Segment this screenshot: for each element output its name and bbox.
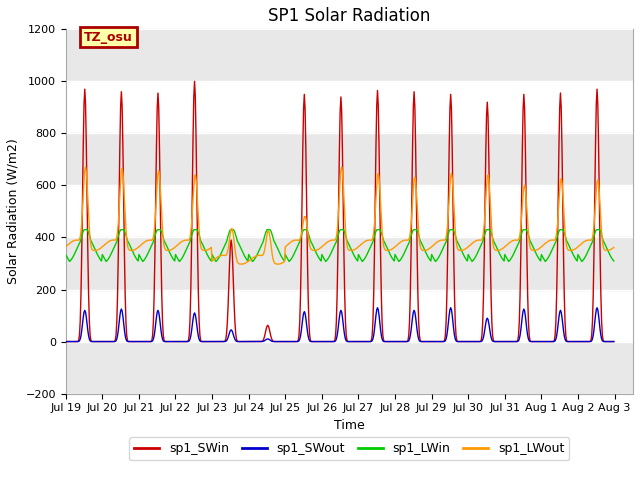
Bar xyxy=(66,342,633,394)
X-axis label: Time: Time xyxy=(334,419,365,432)
Bar xyxy=(66,238,633,289)
Bar xyxy=(66,29,633,81)
Title: SP1 Solar Radiation: SP1 Solar Radiation xyxy=(268,7,431,25)
Y-axis label: Solar Radiation (W/m2): Solar Radiation (W/m2) xyxy=(7,139,20,284)
Bar xyxy=(66,133,633,185)
Legend: sp1_SWin, sp1_SWout, sp1_LWin, sp1_LWout: sp1_SWin, sp1_SWout, sp1_LWin, sp1_LWout xyxy=(129,437,570,460)
Text: TZ_osu: TZ_osu xyxy=(84,31,132,44)
